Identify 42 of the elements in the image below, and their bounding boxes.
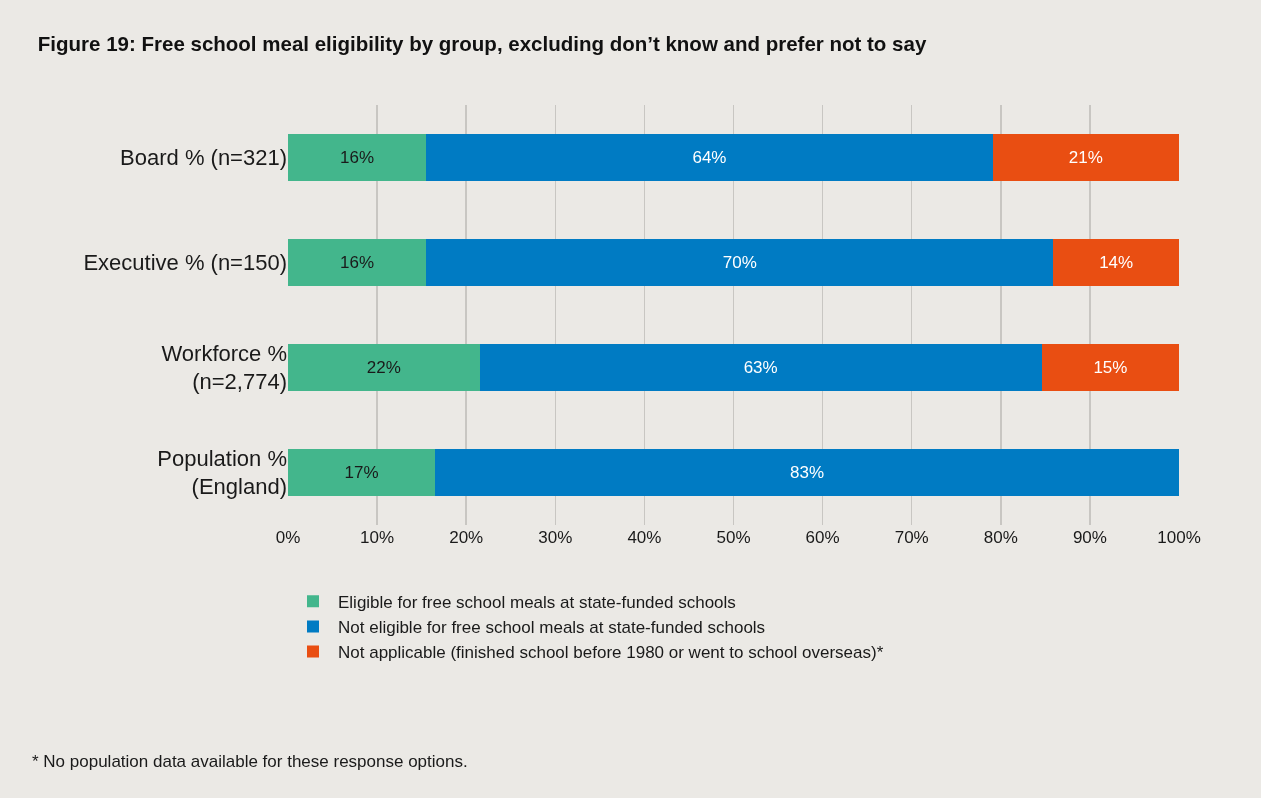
bar bbox=[426, 134, 993, 181]
data-label: 21% bbox=[1068, 148, 1103, 167]
bar bbox=[992, 134, 1179, 181]
data-label: 70% bbox=[722, 253, 757, 272]
data-label: 16% bbox=[340, 148, 375, 167]
x-tick-label: 30% bbox=[538, 528, 573, 547]
x-tick-label: 0% bbox=[275, 528, 301, 547]
bar bbox=[288, 449, 436, 496]
data-label: 63% bbox=[743, 358, 778, 377]
legend-label: Eligible for free school meals at state-funded schools bbox=[338, 592, 736, 612]
x-tick-label: 80% bbox=[983, 528, 1018, 547]
bar bbox=[288, 239, 427, 286]
chart-title: Figure 19: Free school meal eligibility by group, excluding don’t know and prefer not to say bbox=[37, 32, 927, 56]
x-tick-label: 40% bbox=[627, 528, 662, 547]
data-label: 15% bbox=[1093, 358, 1128, 377]
data-label: 17% bbox=[344, 463, 379, 482]
x-tick-label: 20% bbox=[449, 528, 484, 547]
data-label: 22% bbox=[366, 358, 401, 377]
bar bbox=[288, 134, 427, 181]
data-label: 14% bbox=[1099, 253, 1134, 272]
text: * No population data available for these response options. bbox=[32, 752, 468, 771]
bar bbox=[1041, 344, 1179, 391]
bar bbox=[426, 239, 1054, 286]
x-tick-label: 10% bbox=[360, 528, 395, 547]
y-tick-label: Board % (n=321) bbox=[120, 145, 287, 171]
legend-label: Not applicable (finished school before 1980 or went to school overseas)* bbox=[338, 643, 884, 663]
bar bbox=[479, 344, 1042, 391]
x-tick-label: 60% bbox=[805, 528, 840, 547]
x-tick-label: 70% bbox=[894, 528, 929, 547]
data-label: 64% bbox=[692, 148, 727, 167]
data-label: 83% bbox=[789, 463, 825, 482]
y-tick-label: Workforce % (n=2,774) bbox=[161, 340, 287, 395]
bar bbox=[435, 449, 1179, 496]
x-tick-label: 50% bbox=[716, 528, 751, 547]
bar bbox=[288, 344, 480, 391]
y-tick-label: Population % (England) bbox=[157, 445, 287, 500]
bar bbox=[1053, 239, 1179, 286]
x-tick-label: 100% bbox=[1157, 528, 1201, 547]
y-tick-label: Executive % (n=150) bbox=[83, 250, 287, 276]
data-label: 16% bbox=[340, 253, 375, 272]
x-tick-label: 90% bbox=[1072, 528, 1107, 547]
legend-label: Not eligible for free school meals at state-funded schools bbox=[338, 618, 766, 638]
